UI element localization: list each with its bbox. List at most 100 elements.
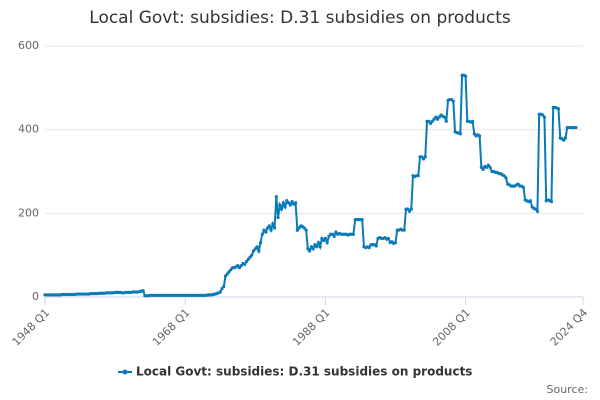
y-tick-label: 200 [18,206,39,219]
point [374,244,378,248]
point [302,226,306,230]
point [427,119,431,123]
point [237,266,242,270]
point [285,199,289,203]
point [360,218,364,222]
y-tick-label: 0 [32,290,39,303]
point [320,236,324,241]
point [315,245,319,249]
point [295,228,299,232]
point [430,119,434,123]
point [444,119,448,123]
point [225,272,229,276]
point [257,249,261,253]
point [402,228,406,232]
series-line [45,74,576,297]
point [267,224,271,228]
point [502,174,506,178]
point [272,226,277,230]
source: Source: [547,383,589,396]
legend-marker [122,369,128,375]
point [297,226,301,230]
point [218,290,222,294]
point [308,249,312,253]
point [330,232,335,236]
point [451,99,455,103]
point [416,174,420,178]
point [463,74,468,78]
point [334,230,338,234]
point [437,115,441,119]
point [534,207,538,211]
point [281,201,285,205]
point [283,205,287,209]
point [304,228,308,232]
point [442,115,447,119]
point [528,199,533,203]
point [323,236,327,241]
point [316,241,320,245]
point [420,155,424,159]
point [222,284,226,289]
point [227,270,231,274]
point [434,115,438,119]
point [255,245,259,249]
point [290,200,294,204]
point [246,257,250,261]
point [486,163,490,167]
point [244,259,249,264]
point [293,201,298,205]
x-tick-label: 1948 Q1 [10,306,53,349]
point [253,247,257,251]
point [435,117,440,121]
point [409,207,413,211]
point [351,232,356,236]
point [481,167,485,172]
point [367,246,371,250]
legend-label: Local Govt: subsidies: D.31 subsidies on… [136,365,472,379]
point [248,255,252,259]
point [274,195,278,199]
point [407,209,412,213]
point [516,182,520,186]
point [393,241,398,245]
point [265,226,270,230]
point [236,264,240,268]
point [269,228,273,232]
point [276,215,280,220]
point [421,157,426,161]
point [549,200,554,204]
y-tick-label: 400 [18,123,39,136]
point [386,236,391,241]
y-tick-label: 600 [18,39,39,52]
point [229,268,233,272]
x-tick-label: 2008 Q1 [430,306,473,349]
point [327,234,331,238]
point [479,165,483,169]
point [271,222,275,226]
point [332,234,336,238]
point [428,121,433,125]
point [488,165,492,169]
point [542,115,547,119]
point [262,228,266,232]
point [288,203,292,207]
point [504,176,508,180]
point [535,209,540,213]
point [220,287,224,291]
point [250,253,254,257]
point [325,241,329,245]
point [223,274,228,278]
point [278,203,282,207]
point [563,136,568,140]
point [470,119,475,123]
point [478,134,482,138]
point [406,207,410,211]
x-tick-label: 1988 Q1 [290,306,333,349]
point [286,201,291,205]
x-tick-label: 2024 Q4 [548,306,591,349]
point [458,132,462,136]
point [311,247,315,251]
point [251,249,256,253]
point [309,245,313,249]
